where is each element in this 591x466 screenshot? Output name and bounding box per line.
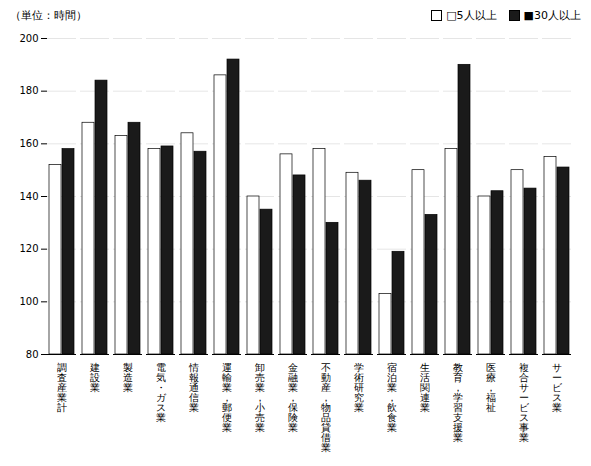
html-text:□5人以上: □5人以上 bbox=[446, 8, 497, 22]
svg-text:生活関連業: 生活関連業 bbox=[420, 362, 430, 413]
svg-text:不動産，物品貸借業: 不動産，物品貸借業 bbox=[321, 362, 331, 453]
svg-text:100: 100 bbox=[19, 296, 38, 307]
svg-text:複合サービス事業: 複合サービス事業 bbox=[519, 362, 530, 443]
svg-text:金融業，保険業: 金融業，保険業 bbox=[288, 362, 298, 433]
svg-text:200: 200 bbox=[19, 33, 38, 44]
svg-text:140: 140 bbox=[19, 191, 38, 202]
svg-text:180: 180 bbox=[19, 85, 38, 96]
svg-text:学術研究業: 学術研究業 bbox=[354, 362, 364, 413]
svg-text:建設業: 建設業 bbox=[89, 362, 100, 393]
svg-text:宿泊業，飲食業: 宿泊業，飲食業 bbox=[387, 362, 397, 433]
svg-text:医療，福祉: 医療，福祉 bbox=[486, 362, 496, 413]
svg-text:160: 160 bbox=[19, 138, 38, 149]
svg-text:製造業: 製造業 bbox=[123, 362, 133, 393]
html-text:（単位：時間）: （単位：時間） bbox=[10, 8, 87, 22]
svg-text:卸売業，小売業: 卸売業，小売業 bbox=[255, 362, 265, 433]
svg-text:電気・ガス業: 電気・ガス業 bbox=[156, 362, 167, 423]
svg-text:調査産業計: 調査産業計 bbox=[57, 362, 67, 413]
svg-text:教育，学習支援業: 教育，学習支援業 bbox=[453, 362, 463, 443]
svg-text:120: 120 bbox=[19, 243, 38, 254]
html-text:■30人以上: ■30人以上 bbox=[523, 8, 581, 22]
svg-text:運輸業，郵便業: 運輸業，郵便業 bbox=[222, 362, 232, 433]
svg-text:80: 80 bbox=[26, 349, 39, 360]
svg-text:情報通信業: 情報通信業 bbox=[188, 362, 199, 413]
svg-text:サービス業: サービス業 bbox=[552, 362, 563, 413]
